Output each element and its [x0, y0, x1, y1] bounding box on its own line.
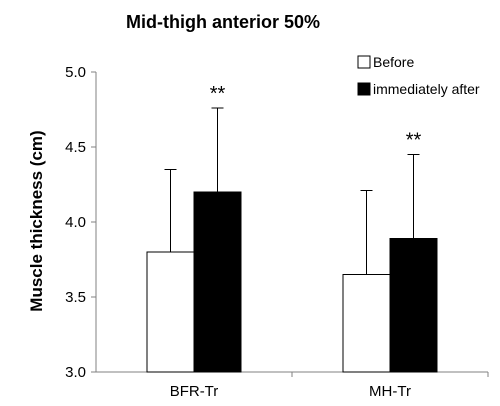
x-category-label: MH-Tr [369, 383, 411, 400]
y-tick-label: 4.0 [65, 214, 86, 231]
legend-label: Before [373, 54, 414, 70]
y-tick-label: 3.5 [65, 289, 86, 306]
bar-after [389, 238, 438, 373]
legend-swatch [357, 82, 371, 96]
significance-marker: ** [406, 130, 422, 152]
legend-swatch [357, 55, 371, 69]
y-tick-label: 4.5 [65, 139, 86, 156]
x-category-label: BFR-Tr [170, 383, 219, 400]
y-tick-label: 5.0 [65, 64, 86, 81]
legend-label: immediately after [373, 81, 480, 97]
bar-after [193, 191, 242, 373]
chart-title: Mid-thigh anterior 50% [126, 12, 320, 32]
y-axis-label: Muscle thickness (cm) [27, 130, 46, 311]
y-tick-label: 3.0 [65, 364, 86, 381]
legend: Before immediately after [357, 54, 480, 97]
bar-before [342, 274, 391, 373]
bar-before [146, 251, 195, 373]
significance-marker: ** [210, 83, 226, 105]
